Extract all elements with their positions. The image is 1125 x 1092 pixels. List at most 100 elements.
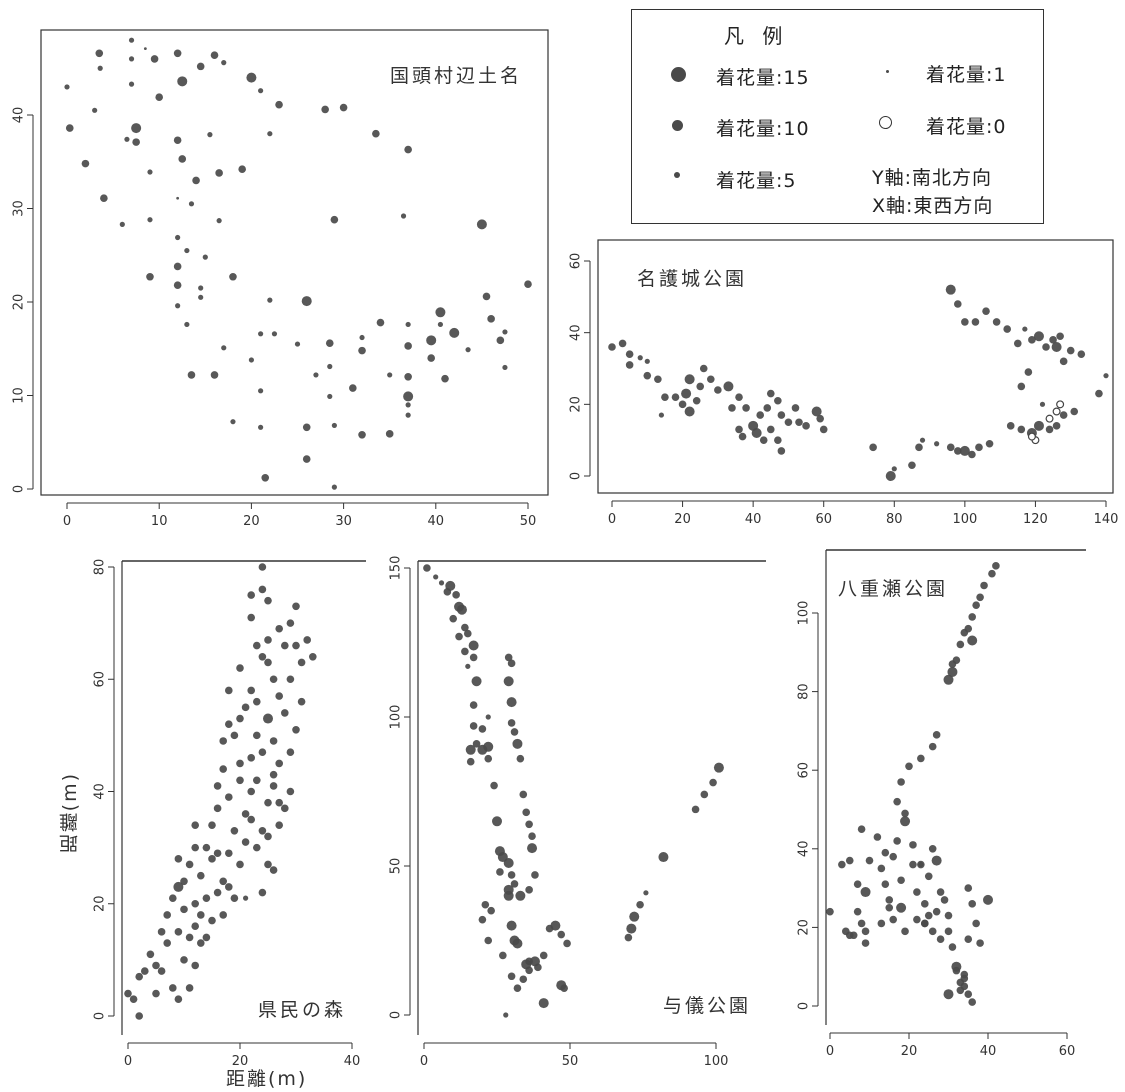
data-point-hentona <box>294 341 301 347</box>
data-point-kenmin <box>252 843 261 852</box>
data-point-yaese <box>983 894 993 905</box>
data-point-yaese <box>853 907 862 916</box>
data-point-nago <box>1033 331 1044 342</box>
data-point-kenmin <box>258 748 267 757</box>
data-point-nago <box>774 436 782 444</box>
data-point-nago <box>1024 368 1033 376</box>
data-point-kenmin <box>236 860 244 869</box>
data-point-yaese <box>905 762 913 771</box>
data-point-hentona <box>376 318 385 327</box>
data-point-hentona <box>155 93 163 102</box>
data-point-yogi <box>507 972 516 981</box>
data-point-kenmin <box>247 815 255 824</box>
x-tick-label-yogi: 0 <box>420 1054 428 1069</box>
data-point-yogi <box>496 868 504 876</box>
data-point-yaese <box>940 896 949 904</box>
data-point-kenmin <box>225 849 233 858</box>
x-tick-label-hentona: 30 <box>335 514 352 529</box>
data-point-yaese <box>931 855 942 866</box>
data-point-kenmin <box>163 939 171 947</box>
data-point-kenmin <box>241 703 250 712</box>
data-point-kenmin <box>197 871 205 880</box>
data-point-hentona <box>196 62 205 71</box>
data-point-nago <box>985 439 994 448</box>
data-point-nago <box>819 425 828 434</box>
data-point-nago <box>1070 407 1079 416</box>
data-point-hentona <box>275 100 283 109</box>
data-point-kenmin <box>247 613 255 622</box>
data-point-kenmin <box>219 911 227 919</box>
data-point-kenmin <box>309 653 317 661</box>
data-point-kenmin <box>213 804 222 813</box>
data-point-yogi <box>461 647 469 656</box>
data-point-kenmin <box>241 810 250 818</box>
data-point-yaese <box>932 907 941 916</box>
data-point-kenmin <box>191 961 199 970</box>
panel-frame-hentona <box>40 29 549 496</box>
y-tick-label-nago: 20 <box>569 396 584 413</box>
data-point-yogi <box>624 933 633 942</box>
panel-title-yaese: 八重瀬公園 <box>838 578 948 600</box>
data-point-yogi <box>499 951 507 960</box>
data-point-nago <box>961 318 969 326</box>
data-point-kenmin <box>219 877 227 886</box>
data-point-hentona <box>258 331 264 337</box>
data-point-nago <box>1006 422 1015 430</box>
data-point-hentona <box>173 262 182 271</box>
data-point-yaese <box>873 833 882 841</box>
data-point-yaese <box>897 778 905 786</box>
data-point-nago <box>1056 332 1064 341</box>
data-point-nago <box>811 406 822 417</box>
data-point-kenmin <box>286 748 295 757</box>
y-tick-label-yogi: 100 <box>389 705 404 730</box>
data-point-yogi <box>643 890 649 896</box>
data-point-yogi <box>456 604 467 615</box>
data-point-kenmin <box>157 967 166 975</box>
data-point-nago <box>643 371 652 380</box>
data-point-kenmin <box>286 619 295 627</box>
data-point-nago <box>954 300 962 308</box>
data-point-nago <box>1033 420 1044 431</box>
data-point-kenmin <box>213 888 222 897</box>
data-point-hentona <box>221 345 227 351</box>
data-point-hentona <box>64 84 70 90</box>
data-point-yogi <box>449 614 458 623</box>
data-point-hentona <box>330 215 339 224</box>
data-point-hentona <box>230 419 236 425</box>
data-point-nago <box>959 445 970 456</box>
data-point-kenmin <box>269 770 278 779</box>
data-point-hentona <box>119 221 125 227</box>
data-point-yogi <box>438 580 445 586</box>
data-point-nago <box>644 358 650 364</box>
data-point-kenmin <box>263 713 273 724</box>
data-point-hentona <box>449 327 460 338</box>
data-point-hentona <box>426 335 437 346</box>
data-point-yaese <box>897 876 905 885</box>
data-point-yaese <box>980 581 988 590</box>
data-point-hentona <box>188 201 195 207</box>
data-point-yaese <box>936 935 945 943</box>
data-point-kenmin <box>258 585 267 594</box>
data-point-hentona <box>404 145 412 154</box>
data-point-nago <box>1052 407 1061 416</box>
data-point-hentona <box>187 371 196 379</box>
legend-label-5: 着花量:5 <box>716 170 797 192</box>
data-point-yaese <box>861 939 870 947</box>
data-point-kenmin <box>230 894 239 902</box>
data-point-yogi <box>472 740 481 748</box>
x-tick-label-nago: 120 <box>1023 512 1048 527</box>
data-point-yogi <box>503 884 514 895</box>
data-point-kenmin <box>213 782 222 790</box>
data-point-hentona <box>147 217 153 223</box>
data-point-hentona <box>131 123 142 134</box>
data-point-kenmin <box>146 950 155 959</box>
data-point-kenmin <box>225 720 233 728</box>
y-tick-label-yaese: 60 <box>797 762 812 779</box>
data-point-nago <box>608 343 616 351</box>
data-point-hentona <box>147 169 153 175</box>
data-point-hentona <box>441 374 449 383</box>
data-point-yogi <box>503 676 514 687</box>
data-point-yaese <box>913 888 921 896</box>
legend-label-0: 着花量:0 <box>926 116 1007 138</box>
data-point-yaese <box>861 927 870 936</box>
